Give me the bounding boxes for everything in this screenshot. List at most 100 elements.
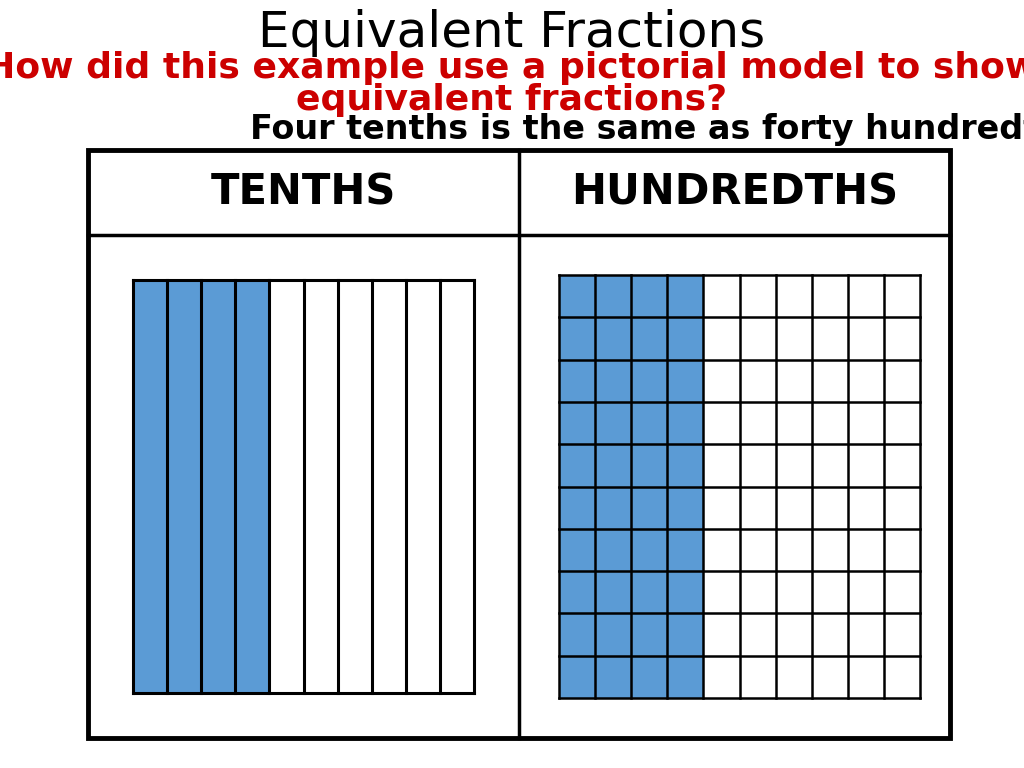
Text: HUNDREDTHS: HUNDREDTHS: [571, 171, 898, 214]
Bar: [884, 571, 920, 614]
Bar: [595, 317, 631, 359]
Bar: [703, 359, 739, 402]
Text: equivalent fractions?: equivalent fractions?: [296, 83, 728, 117]
Bar: [338, 280, 372, 693]
Bar: [559, 444, 595, 486]
Bar: [668, 275, 703, 317]
Bar: [884, 656, 920, 698]
Bar: [739, 402, 775, 444]
Bar: [559, 529, 595, 571]
Bar: [848, 317, 884, 359]
Bar: [775, 359, 812, 402]
Bar: [884, 614, 920, 656]
Bar: [739, 275, 775, 317]
Bar: [236, 280, 269, 693]
Bar: [884, 317, 920, 359]
Bar: [812, 486, 848, 529]
Bar: [559, 317, 595, 359]
Bar: [812, 359, 848, 402]
Bar: [884, 275, 920, 317]
Bar: [775, 317, 812, 359]
Text: How did this example use a pictorial model to show: How did this example use a pictorial mod…: [0, 51, 1024, 85]
Bar: [631, 444, 668, 486]
Bar: [595, 656, 631, 698]
Bar: [739, 359, 775, 402]
Bar: [559, 656, 595, 698]
Bar: [812, 444, 848, 486]
Bar: [703, 486, 739, 529]
Bar: [812, 275, 848, 317]
Bar: [668, 359, 703, 402]
Bar: [372, 280, 406, 693]
Text: Equivalent Fractions: Equivalent Fractions: [258, 9, 766, 57]
Bar: [631, 614, 668, 656]
Bar: [884, 486, 920, 529]
Bar: [668, 529, 703, 571]
Bar: [559, 486, 595, 529]
Bar: [812, 656, 848, 698]
Bar: [884, 444, 920, 486]
Bar: [595, 614, 631, 656]
Bar: [631, 402, 668, 444]
Bar: [201, 280, 236, 693]
Bar: [703, 656, 739, 698]
Bar: [440, 280, 474, 693]
Bar: [775, 402, 812, 444]
Bar: [559, 402, 595, 444]
Bar: [812, 571, 848, 614]
Bar: [668, 402, 703, 444]
Bar: [703, 614, 739, 656]
Bar: [595, 444, 631, 486]
Bar: [559, 359, 595, 402]
Bar: [631, 486, 668, 529]
Bar: [631, 571, 668, 614]
Bar: [775, 614, 812, 656]
Bar: [848, 529, 884, 571]
Bar: [848, 402, 884, 444]
Bar: [595, 275, 631, 317]
Bar: [406, 280, 440, 693]
Bar: [884, 402, 920, 444]
Bar: [739, 317, 775, 359]
Bar: [631, 317, 668, 359]
Bar: [703, 275, 739, 317]
Bar: [848, 359, 884, 402]
Bar: [739, 614, 775, 656]
Bar: [703, 444, 739, 486]
Bar: [703, 571, 739, 614]
Bar: [631, 275, 668, 317]
Bar: [303, 280, 338, 693]
Bar: [848, 486, 884, 529]
Bar: [848, 614, 884, 656]
Bar: [812, 529, 848, 571]
Bar: [559, 614, 595, 656]
Bar: [775, 486, 812, 529]
Bar: [775, 444, 812, 486]
Bar: [167, 280, 201, 693]
Bar: [595, 486, 631, 529]
Bar: [775, 571, 812, 614]
Bar: [848, 656, 884, 698]
Bar: [668, 656, 703, 698]
Bar: [595, 359, 631, 402]
Bar: [812, 402, 848, 444]
Bar: [269, 280, 303, 693]
Bar: [739, 571, 775, 614]
Bar: [559, 275, 920, 698]
Bar: [133, 280, 167, 693]
Text: TENTHS: TENTHS: [211, 171, 396, 214]
Bar: [775, 275, 812, 317]
Bar: [848, 571, 884, 614]
Bar: [812, 614, 848, 656]
Bar: [703, 402, 739, 444]
Bar: [595, 402, 631, 444]
Bar: [559, 275, 595, 317]
Bar: [133, 280, 474, 693]
Bar: [595, 529, 631, 571]
Bar: [739, 486, 775, 529]
Bar: [668, 486, 703, 529]
Bar: [668, 317, 703, 359]
Bar: [884, 529, 920, 571]
Bar: [631, 529, 668, 571]
Bar: [884, 359, 920, 402]
